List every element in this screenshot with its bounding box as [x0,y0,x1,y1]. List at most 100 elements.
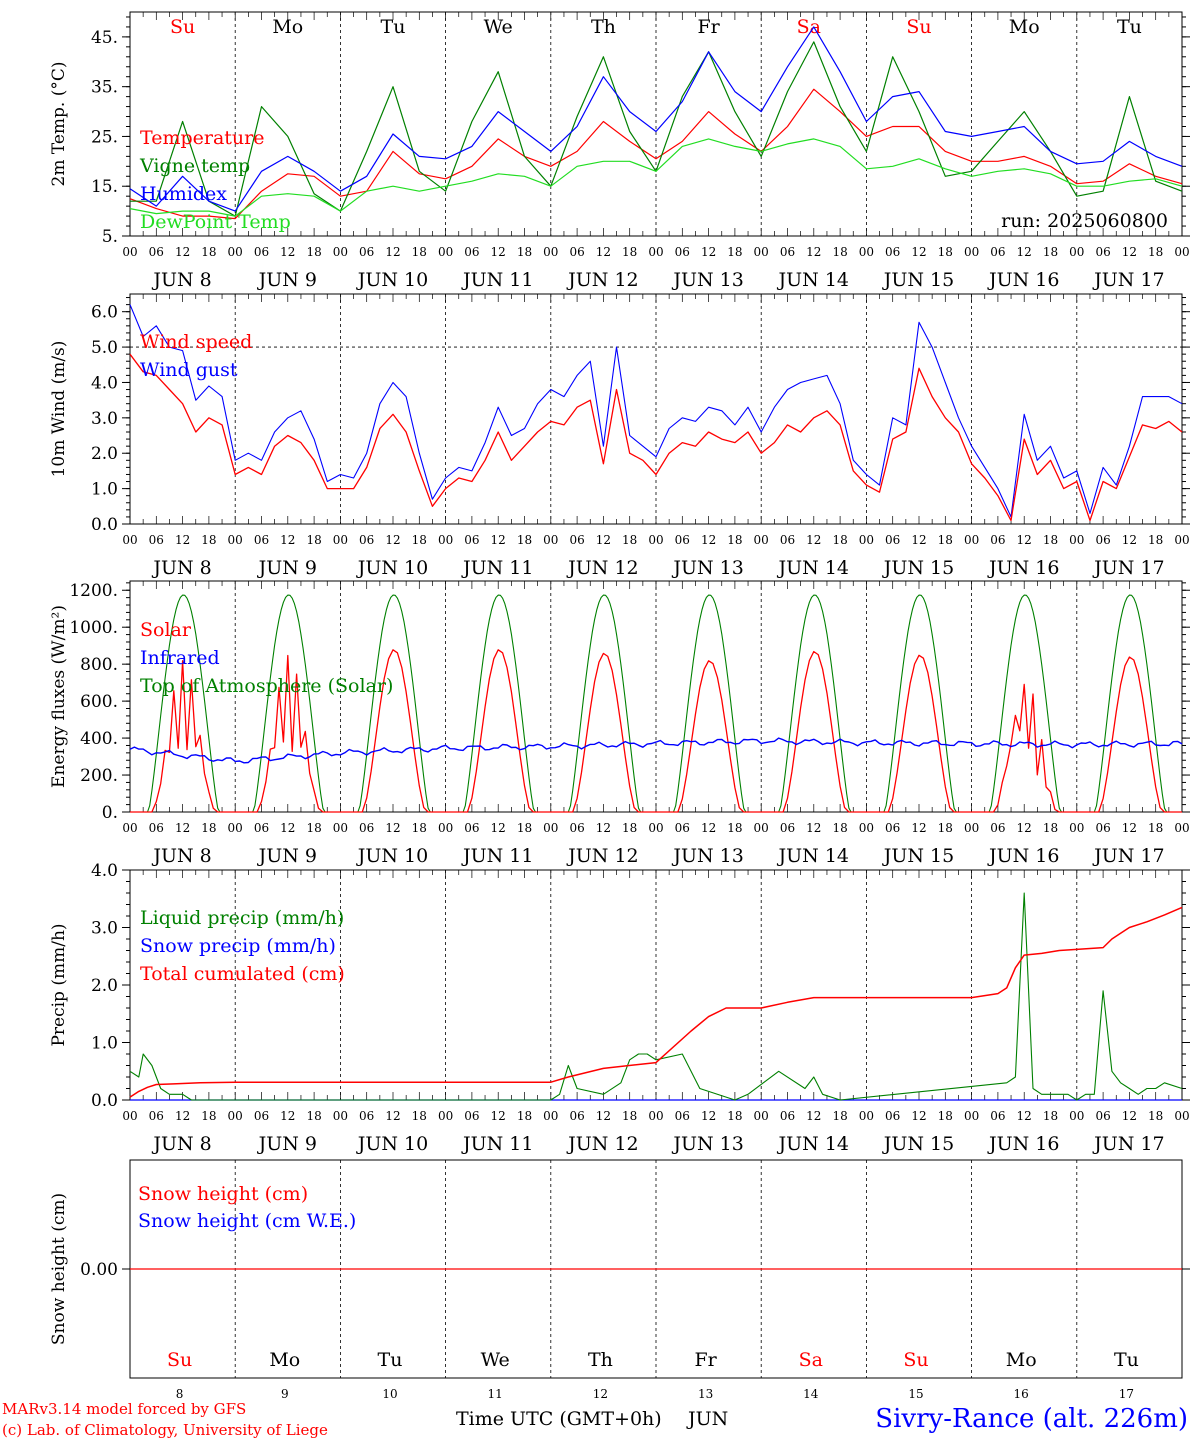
weekday-label: Sa [797,16,821,38]
hour-tick-label: 00 [1174,821,1189,835]
legend-entry: Wind speed [140,331,252,353]
wind-speed-line [129,353,1183,522]
day-number-label: 8 [176,1387,184,1401]
hour-tick-label: 00 [754,821,769,835]
y-tick-label: 6.0 [91,303,118,323]
hour-tick-label: 18 [1043,533,1058,547]
hour-tick-label: 00 [754,245,769,259]
date-label: JUN 14 [777,1133,849,1155]
y-axis-label: Snow height (cm) [49,1193,69,1345]
hour-tick-label: 12 [385,245,400,259]
date-label: JUN 14 [777,557,849,579]
hour-tick-label: 06 [254,533,269,547]
hour-tick-label: 00 [859,1109,874,1123]
solar-line [130,649,1182,813]
y-axis-label: 10m Wind (m/s) [49,341,69,478]
hour-tick-label: 06 [254,245,269,259]
date-label: JUN 17 [1092,845,1164,867]
hour-tick-label: 18 [201,245,216,259]
hour-tick-label: 06 [780,533,795,547]
date-label: JUN 10 [356,1133,428,1155]
humidex-line [129,26,1183,212]
hour-tick-label: 12 [701,821,716,835]
hour-tick-label: 00 [543,1109,558,1123]
date-label: JUN 16 [987,269,1059,291]
hour-tick-label: 12 [280,245,295,259]
hour-tick-label: 12 [806,821,821,835]
hour-tick-label: 00 [754,1109,769,1123]
hour-tick-label: 06 [885,533,900,547]
y-tick-label: 0. [102,803,118,823]
hour-tick-label: 06 [254,1109,269,1123]
hour-tick-label: 00 [438,245,453,259]
hour-tick-label: 18 [727,1109,742,1123]
hour-tick-label: 00 [754,533,769,547]
hour-tick-label: 00 [228,1109,243,1123]
y-tick-label: 3.0 [91,409,118,429]
hour-tick-label: 12 [1017,1109,1032,1123]
hour-tick-label: 12 [1017,245,1032,259]
hour-tick-label: 06 [149,821,164,835]
hour-tick-label: 06 [359,821,374,835]
y-tick-label: 0.0 [91,1091,118,1111]
y-tick-label: 2.0 [91,444,118,464]
hour-tick-label: 06 [149,533,164,547]
y-tick-label: 400. [80,729,118,749]
hour-tick-label: 12 [806,245,821,259]
run-label: run: 2025060800 [1001,210,1168,232]
infrared-line [129,737,1183,764]
hour-tick-label: 18 [201,1109,216,1123]
hour-tick-label: 00 [859,245,874,259]
panel-4: 4.0 3.0 2.0 1.0 0.0 Precip (mm/h) Liquid preci… [49,861,1190,1155]
hour-tick-label: 12 [175,1109,190,1123]
hour-tick-label: 12 [175,821,190,835]
hour-tick-label: 18 [727,533,742,547]
weekday-label: Mo [1006,1349,1037,1371]
hour-tick-label: 18 [412,533,427,547]
date-label: JUN 12 [566,557,638,579]
dewpoint-line [129,138,1183,217]
date-label: JUN 17 [1092,1133,1164,1155]
x-axis-month: JUN [686,1408,728,1430]
y-tick-label: 45. [91,28,118,48]
day-number-label: 9 [281,1387,289,1401]
hour-tick-label: 12 [385,1109,400,1123]
hour-tick-label: 00 [333,245,348,259]
hour-tick-label: 06 [675,533,690,547]
date-label: JUN 10 [356,845,428,867]
weekday-label: Mo [1009,16,1040,38]
weekday-label: Mo [272,16,303,38]
panel-5: 0.00 Snow height (cm) Snow height (cm) Snow… [49,1159,1190,1401]
hour-tick-label: 06 [359,1109,374,1123]
hour-tick-label: 00 [1174,1109,1189,1123]
hour-tick-label: 18 [412,821,427,835]
date-label: JUN 13 [671,1133,743,1155]
x-axis-label: Time UTC (GMT+0h) [456,1408,662,1430]
hour-tick-label: 00 [964,1109,979,1123]
y-tick-label: 1200. [69,581,118,601]
hour-tick-label: 00 [333,533,348,547]
legend-entry: Top of Atmosphere (Solar) [140,675,393,697]
date-label: JUN 15 [882,557,954,579]
hour-tick-label: 12 [385,821,400,835]
copyright-credit: (c) Lab. of Climatology, University of L… [2,1421,328,1439]
hour-tick-label: 12 [596,821,611,835]
date-label: JUN 9 [257,1133,317,1155]
hour-tick-label: 18 [517,533,532,547]
hour-tick-label: 06 [675,245,690,259]
day-number-label: 13 [698,1387,713,1401]
date-label: JUN 17 [1092,269,1164,291]
hour-tick-label: 18 [938,1109,953,1123]
hour-tick-label: 00 [122,533,137,547]
hour-tick-label: 18 [1043,245,1058,259]
hour-tick-label: 12 [491,245,506,259]
weekday-label: Tu [378,1349,403,1371]
hour-tick-label: 00 [438,821,453,835]
hour-tick-label: 18 [1043,1109,1058,1123]
weekday-label: We [484,16,513,38]
hour-tick-label: 18 [517,1109,532,1123]
day-number-label: 14 [803,1387,819,1401]
y-tick-label: 0.0 [91,515,118,535]
hour-tick-label: 06 [780,245,795,259]
hour-tick-label: 18 [306,533,321,547]
